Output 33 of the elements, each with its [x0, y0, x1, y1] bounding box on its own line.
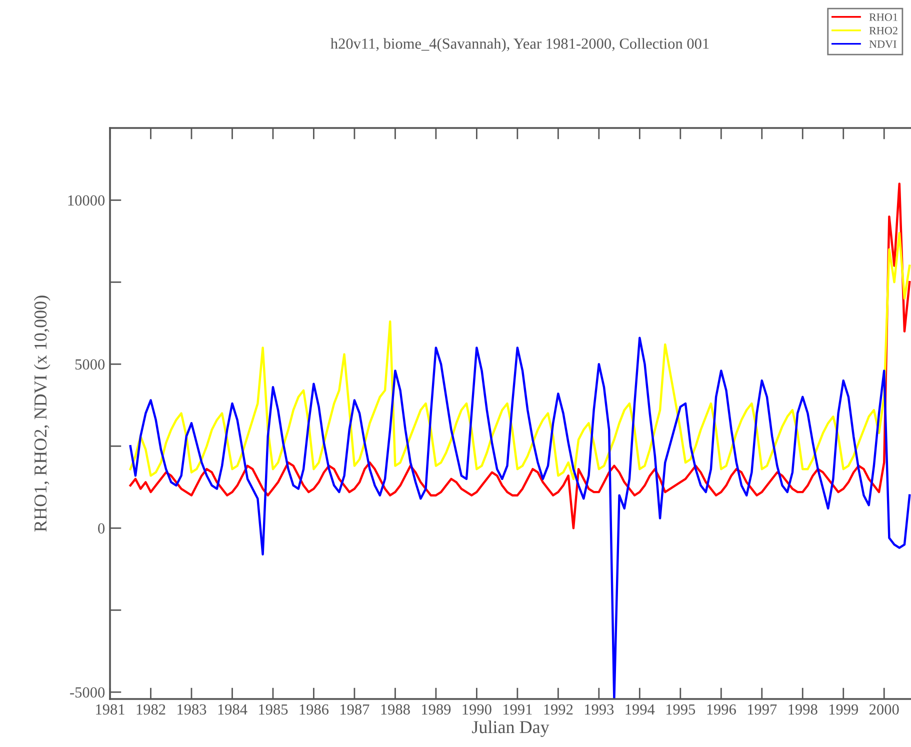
x-tick-label: 1982	[136, 704, 166, 715]
y-axis-title: RHO1, RHO2, NDVI (x 10,000)	[34, 296, 50, 532]
legend-label: RHO2	[869, 26, 898, 34]
legend-label: NDVI	[869, 40, 896, 48]
x-tick-label: 1989	[422, 704, 451, 715]
x-tick-label: 1993	[584, 704, 614, 715]
x-tick-label: 1994	[626, 704, 655, 715]
x-tick-label: 1991	[503, 704, 532, 715]
x-axis-title: Julian Day	[472, 720, 550, 737]
x-tick-label: 1992	[544, 704, 573, 715]
x-tick-label: 1998	[788, 704, 818, 715]
x-tick-label: 1987	[340, 704, 370, 715]
y-tick-label: 0	[98, 523, 105, 534]
y-tick-label: -5000	[70, 687, 105, 698]
chart-title: h20v11, biome_4(Savannah), Year 1981-2000, Collection 001	[330, 38, 709, 52]
x-tick-label: 1997	[748, 704, 777, 715]
x-tick-label: 2000	[870, 704, 899, 715]
x-tick-label: 1990	[462, 704, 492, 715]
x-tick-label: 1988	[381, 704, 410, 715]
x-tick-label: 1985	[259, 704, 288, 715]
x-tick-label: 1999	[829, 704, 858, 715]
x-tick-label: 1996	[707, 704, 736, 715]
line-series	[129, 232, 911, 480]
y-tick-label: 10000	[68, 195, 105, 206]
line-series	[129, 336, 911, 699]
x-tick-label: 1981	[96, 704, 124, 715]
y-tick-label: 5000	[75, 359, 105, 370]
x-tick-label: 1995	[666, 704, 696, 715]
legend-label: RHO1	[869, 13, 898, 21]
x-tick-label: 1986	[300, 704, 329, 715]
line-series	[129, 182, 911, 530]
x-tick-label: 1984	[218, 704, 248, 715]
x-tick-label: 1983	[178, 704, 206, 715]
